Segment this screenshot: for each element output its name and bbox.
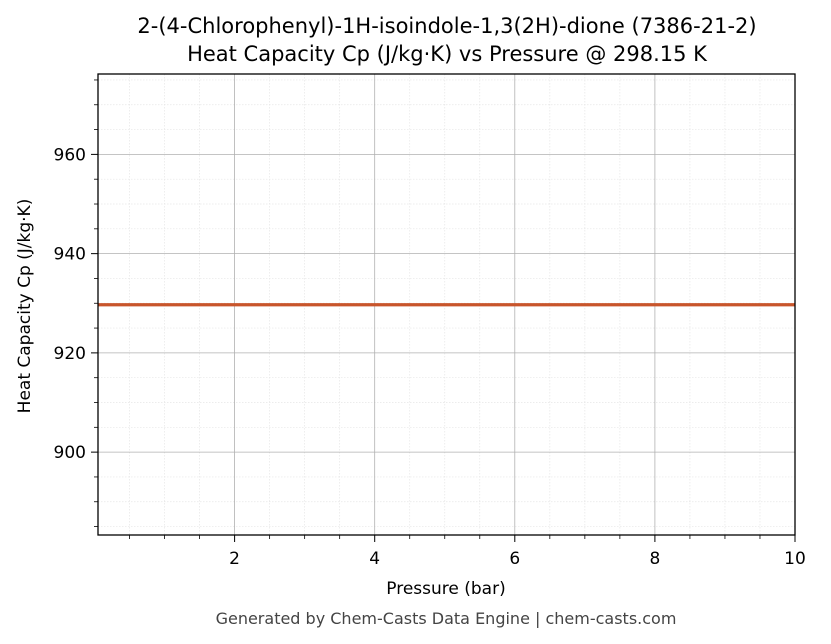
- minor-grid: [98, 74, 795, 535]
- x-tick-label: 8: [649, 549, 660, 569]
- footer-credit: Generated by Chem-Casts Data Engine | ch…: [216, 609, 677, 628]
- x-axis-label: Pressure (bar): [386, 579, 505, 599]
- x-tick-label: 6: [509, 549, 520, 569]
- y-tick-label: 960: [54, 145, 86, 165]
- chart-title: 2-(4-Chlorophenyl)-1H-isoindole-1,3(2H)-…: [137, 14, 756, 38]
- plot-frame: [97, 73, 796, 536]
- chart-subtitle: Heat Capacity Cp (J/kg·K) vs Pressure @ …: [187, 42, 708, 66]
- y-tick-label: 920: [54, 344, 86, 364]
- x-tick-label: 2: [229, 549, 240, 569]
- tick-labels: 2 4 6 8 10 900 920 940 960: [54, 145, 806, 569]
- x-tick-label: 10: [784, 549, 806, 569]
- y-axis-label: Heat Capacity Cp (J/kg·K): [15, 199, 35, 414]
- x-tick-label: 4: [369, 549, 380, 569]
- y-tick-label: 900: [54, 443, 86, 463]
- y-tick-label: 940: [54, 245, 86, 265]
- axis-ticks: [91, 79, 796, 542]
